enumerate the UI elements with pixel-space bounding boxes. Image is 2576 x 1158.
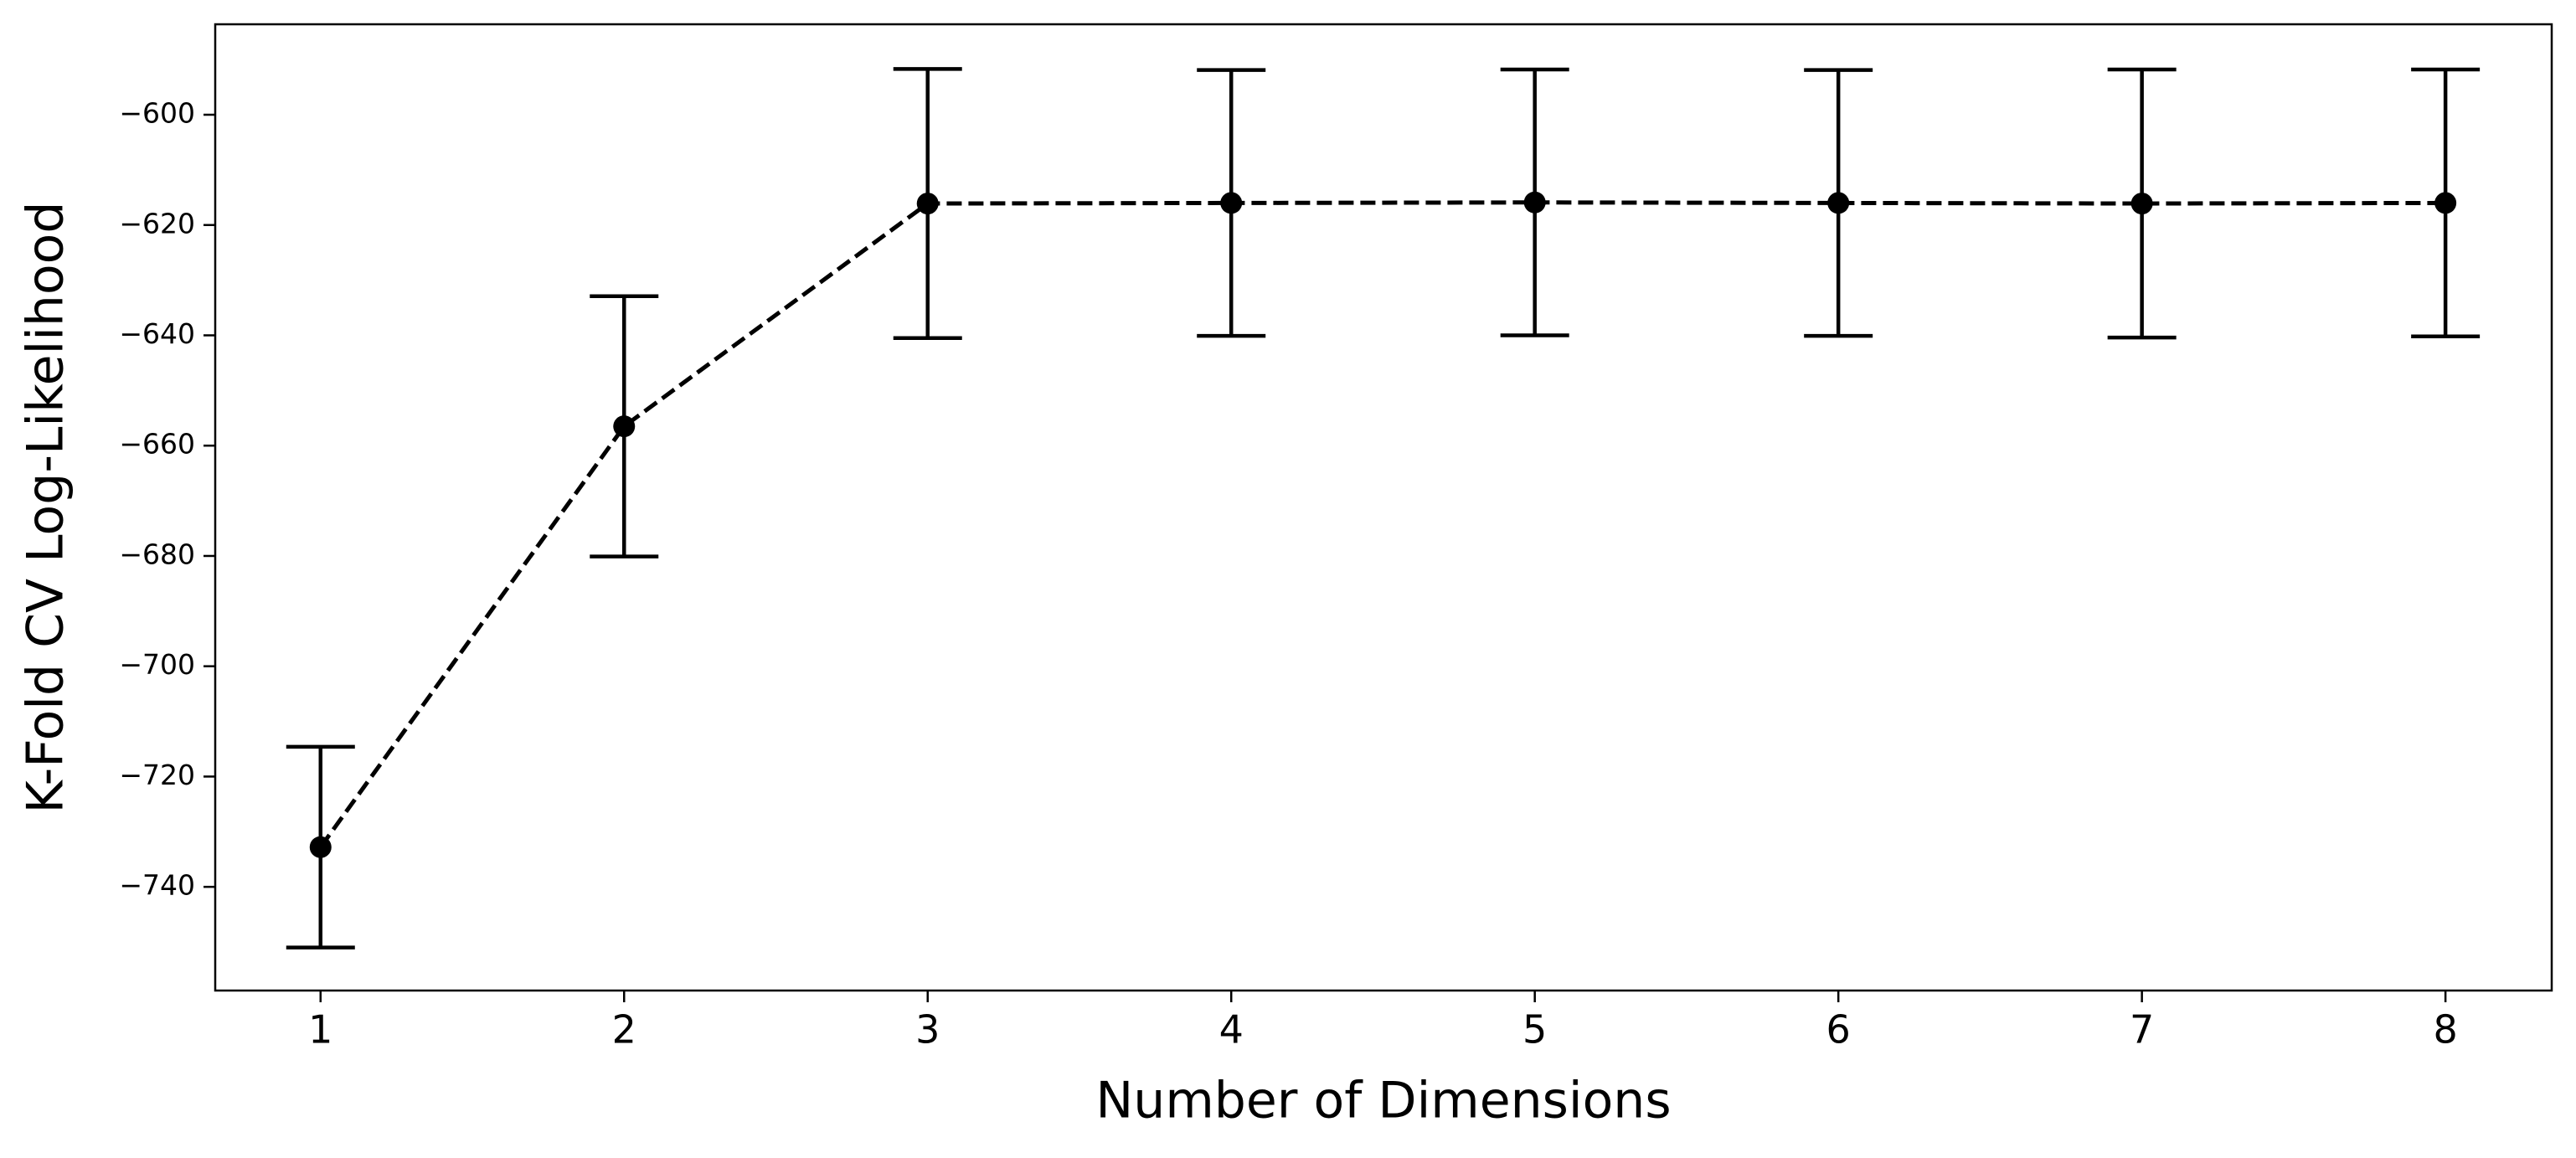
- marker: [2434, 192, 2457, 214]
- x-tick-label: 3: [915, 1007, 940, 1052]
- y-tick-label: −660: [119, 428, 195, 461]
- marker: [2130, 193, 2153, 215]
- y-tick-label: −740: [119, 869, 195, 902]
- x-tick-label: 4: [1219, 1007, 1244, 1052]
- y-axis-label: K-Fold CV Log-Likelihood: [17, 202, 75, 814]
- marker: [916, 193, 939, 215]
- line: [318, 200, 2446, 849]
- marker: [1523, 191, 1546, 214]
- y-tick-label: −600: [119, 97, 195, 130]
- x-tick-label: 1: [308, 1007, 332, 1052]
- x-tick-label: 6: [1826, 1007, 1851, 1052]
- y-tick-label: −680: [119, 538, 195, 570]
- x-axis-label: Number of Dimensions: [1095, 1072, 1671, 1130]
- y-tick-label: −640: [119, 317, 195, 350]
- x-tick-label: 8: [2433, 1007, 2457, 1052]
- x-tick-label: 7: [2130, 1007, 2154, 1052]
- marker: [613, 415, 636, 438]
- x-tick-label: 5: [1522, 1007, 1547, 1052]
- marker: [1220, 192, 1243, 214]
- x-tick-label: 2: [612, 1007, 636, 1052]
- y-tick-label: −700: [119, 648, 195, 681]
- plot-frame: [214, 23, 2553, 992]
- marker: [309, 836, 332, 858]
- y-tick-label: −720: [119, 759, 195, 791]
- y-tick-label: −620: [119, 207, 195, 239]
- marker: [1827, 192, 1850, 214]
